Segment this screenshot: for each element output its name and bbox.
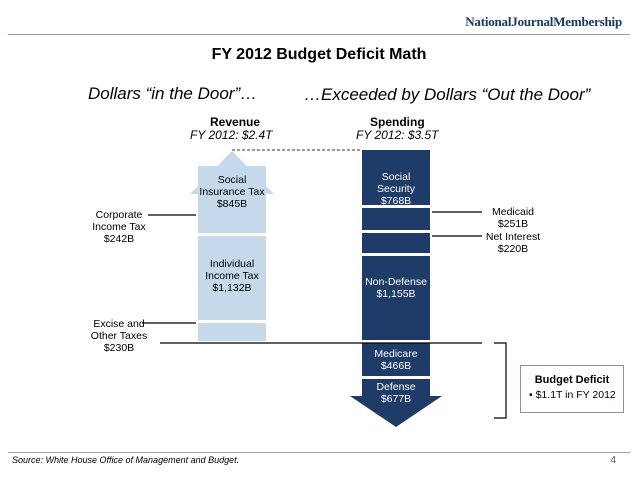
revenue-social-insurance-label: Social Insurance Tax $845B xyxy=(199,174,265,210)
revenue-block-individual-income xyxy=(198,236,266,320)
revenue-heading: Revenue xyxy=(210,115,261,129)
spending-block-medicare xyxy=(362,343,430,376)
spending-block-non-defense xyxy=(362,256,430,340)
brand-logo: NationalJournalMembership xyxy=(465,14,622,29)
spending-social-security-label: Social Security $768B xyxy=(377,171,415,207)
source-note: Source: White House Office of Management… xyxy=(12,455,240,465)
revenue-block-social-insurance xyxy=(198,166,266,233)
page-number: 4 xyxy=(610,455,616,466)
deficit-callout: Budget Deficit • $1.1T in FY 2012 xyxy=(520,365,624,413)
revenue-total: FY 2012: $2.4T xyxy=(190,128,273,142)
footer-divider xyxy=(8,452,630,453)
revenue-excise-label: Excise and Other Taxes $230B xyxy=(90,318,148,354)
deficit-bullet: • $1.1T in FY 2012 xyxy=(529,389,616,401)
spending-total: FY 2012: $3.5T xyxy=(356,128,439,142)
spending-heading: Spending xyxy=(370,115,425,129)
spending-medicaid-label: Medicaid $251B xyxy=(491,206,535,230)
slide-title: FY 2012 Budget Deficit Math xyxy=(211,46,427,63)
subtitle-left: Dollars “in the Door”… xyxy=(88,84,258,103)
spending-block-medicaid xyxy=(362,208,430,230)
revenue-individual-income-label: Individual Income Tax $1,132B xyxy=(205,258,259,294)
spending-defense-label: Defense $677B xyxy=(376,381,416,405)
spending-block-net-interest xyxy=(362,233,430,253)
deficit-heading: Budget Deficit xyxy=(534,374,610,386)
revenue-block-corporate xyxy=(198,323,266,341)
revenue-corporate-label: Corporate Income Tax $242B xyxy=(92,209,146,245)
deficit-bracket xyxy=(494,342,507,419)
spending-net-interest-label: Net Interest $220B xyxy=(485,231,541,255)
spending-non-defense-label: Non-Defense $1,155B xyxy=(365,276,427,300)
bullet-icon: • xyxy=(529,389,536,401)
subtitle-right: …Exceeded by Dollars “Out the Door” xyxy=(304,85,591,104)
spending-medicare-label: Medicare $466B xyxy=(374,348,418,372)
spending-arrow-head xyxy=(350,396,442,427)
spending-block-social-security xyxy=(362,150,430,205)
header-divider xyxy=(8,34,630,35)
